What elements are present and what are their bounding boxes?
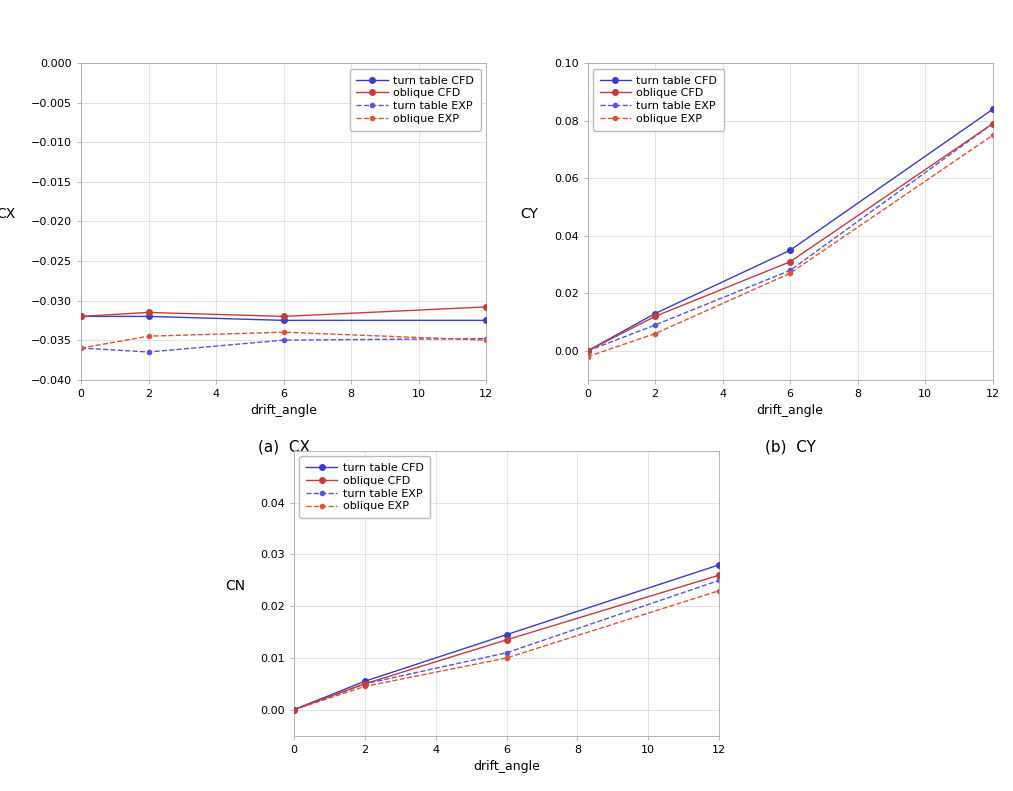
- turn table CFD: [581, 346, 594, 356]
- oblique CFD: [278, 312, 290, 321]
- turn table EXP: [480, 334, 492, 343]
- oblique CFD: [649, 312, 661, 321]
- turn table CFD: [987, 104, 999, 114]
- turn table CFD: [143, 312, 155, 321]
- X-axis label: drift_angle: drift_angle: [250, 404, 317, 418]
- turn table CFD: [75, 312, 87, 321]
- oblique EXP: [784, 268, 796, 278]
- turn table CFD: [359, 676, 371, 686]
- turn table CFD: [713, 560, 725, 570]
- oblique CFD: [75, 312, 87, 321]
- X-axis label: drift_angle: drift_angle: [757, 404, 824, 418]
- turn table CFD: [288, 705, 300, 714]
- Line: oblique EXP: oblique EXP: [79, 330, 488, 350]
- oblique EXP: [480, 335, 492, 345]
- oblique EXP: [359, 682, 371, 691]
- turn table EXP: [359, 679, 371, 689]
- Line: turn table EXP: turn table EXP: [79, 336, 488, 354]
- oblique EXP: [581, 352, 594, 361]
- oblique CFD: [713, 570, 725, 580]
- oblique CFD: [987, 119, 999, 128]
- Legend: turn table CFD, oblique CFD, turn table EXP, oblique EXP: turn table CFD, oblique CFD, turn table …: [299, 456, 431, 518]
- oblique CFD: [784, 257, 796, 267]
- oblique CFD: [500, 635, 513, 645]
- Y-axis label: CX: CX: [0, 207, 15, 221]
- turn table EXP: [288, 705, 300, 714]
- oblique EXP: [288, 705, 300, 714]
- oblique EXP: [75, 343, 87, 353]
- oblique CFD: [480, 302, 492, 312]
- Line: turn table EXP: turn table EXP: [586, 122, 995, 353]
- turn table EXP: [649, 320, 661, 330]
- oblique CFD: [288, 705, 300, 714]
- Line: oblique CFD: oblique CFD: [78, 304, 489, 320]
- X-axis label: drift_angle: drift_angle: [473, 760, 540, 774]
- Line: oblique EXP: oblique EXP: [292, 589, 721, 712]
- Legend: turn table CFD, oblique CFD, turn table EXP, oblique EXP: turn table CFD, oblique CFD, turn table …: [593, 69, 724, 131]
- turn table EXP: [581, 346, 594, 356]
- oblique CFD: [359, 679, 371, 689]
- oblique EXP: [649, 329, 661, 339]
- oblique CFD: [143, 308, 155, 317]
- turn table CFD: [649, 308, 661, 318]
- turn table CFD: [278, 316, 290, 325]
- turn table EXP: [784, 266, 796, 275]
- Legend: turn table CFD, oblique CFD, turn table EXP, oblique EXP: turn table CFD, oblique CFD, turn table …: [349, 69, 481, 131]
- oblique EXP: [143, 331, 155, 341]
- turn table CFD: [784, 245, 796, 255]
- Line: turn table CFD: turn table CFD: [78, 313, 489, 324]
- Line: turn table EXP: turn table EXP: [292, 578, 721, 712]
- Text: (b)  CY: (b) CY: [765, 440, 815, 455]
- turn table EXP: [143, 347, 155, 357]
- Line: oblique EXP: oblique EXP: [586, 133, 995, 359]
- Line: oblique CFD: oblique CFD: [585, 121, 996, 354]
- oblique EXP: [713, 586, 725, 596]
- turn table CFD: [500, 630, 513, 639]
- oblique EXP: [278, 327, 290, 337]
- turn table EXP: [713, 576, 725, 585]
- turn table EXP: [500, 648, 513, 657]
- turn table EXP: [987, 119, 999, 128]
- Line: turn table CFD: turn table CFD: [585, 107, 996, 354]
- Line: turn table CFD: turn table CFD: [291, 562, 722, 713]
- turn table EXP: [278, 335, 290, 345]
- Y-axis label: CY: CY: [520, 207, 538, 221]
- Y-axis label: CN: CN: [225, 579, 245, 593]
- Text: (a)  CX: (a) CX: [257, 440, 310, 455]
- oblique CFD: [581, 346, 594, 356]
- oblique EXP: [987, 131, 999, 140]
- Line: oblique CFD: oblique CFD: [291, 573, 722, 713]
- turn table CFD: [480, 316, 492, 325]
- oblique EXP: [500, 653, 513, 663]
- turn table EXP: [75, 343, 87, 353]
